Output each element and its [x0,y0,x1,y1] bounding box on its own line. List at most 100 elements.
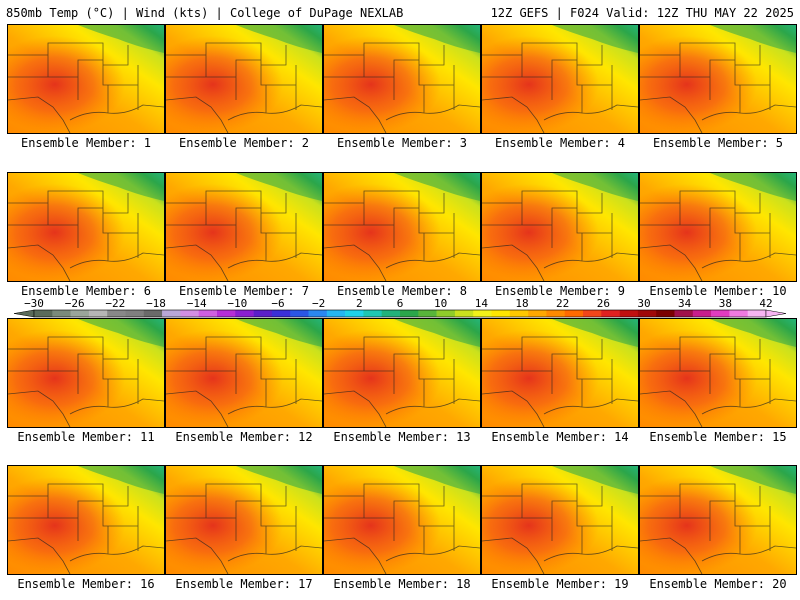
ensemble-member-caption: Ensemble Member: 15 [649,430,787,444]
ensemble-member-caption: Ensemble Member: 11 [17,430,155,444]
colorbar-tick-label: −10 [227,297,247,310]
colorbar-swatch [290,310,309,317]
colorbar-swatch [491,310,511,317]
colorbar-tick-label: −30 [24,297,44,310]
colorbar-swatch [637,310,657,317]
colorbar-swatch [583,310,602,317]
colorbar-swatch [326,310,346,317]
colorbar-swatch [546,310,565,317]
ensemble-member-caption: Ensemble Member: 12 [175,430,313,444]
temperature-colorbar: −30 −26 −22 −18 −14 −10 −6 −2 2 6 10 14 18 22 26 30 34 38… [13,297,787,318]
ensemble-member-caption: Ensemble Member: 14 [491,430,629,444]
ensemble-member-caption: Ensemble Member: 4 [494,136,626,150]
ensemble-member-caption: Ensemble Member: 13 [333,430,471,444]
ensemble-member-caption: Ensemble Member: 1 [20,136,152,150]
colorbar-swatch [143,310,163,317]
ensemble-member-map [323,24,481,134]
colorbar-tick-label: 30 [637,297,650,310]
ensemble-member-caption: Ensemble Member: 8 [336,284,468,298]
colorbar-swatch [711,310,730,317]
colorbar-tick-label: 34 [678,297,692,310]
colorbar-swatch [52,310,71,317]
ensemble-member-caption: Ensemble Member: 7 [178,284,310,298]
colorbar-swatch [235,310,254,317]
colorbar-tick-label: −26 [65,297,85,310]
colorbar-swatch [88,310,108,317]
ensemble-member-caption: Ensemble Member: 20 [649,577,787,591]
colorbar-swatch [418,310,437,317]
ensemble-member-caption: Ensemble Member: 10 [649,284,787,298]
ensemble-member-map [639,172,797,282]
ensemble-member-caption: Ensemble Member: 9 [494,284,626,298]
colorbar-swatch [747,310,767,317]
colorbar-tick-label: 2 [356,297,363,310]
colorbar-tick-label: −6 [271,297,284,310]
colorbar-tick-label: −18 [146,297,166,310]
colorbar-swatch [308,310,328,317]
ensemble-member-map [165,172,323,282]
colorbar-swatch [363,310,382,317]
colorbar-swatch [692,310,712,317]
colorbar-swatch [125,310,145,317]
ensemble-member-caption: Ensemble Member: 19 [491,577,629,591]
header-left-text: 850mb Temp (°C) | Wind (kts) | College o… [6,6,404,20]
colorbar-tick-label: −22 [105,297,125,310]
ensemble-member-map [481,172,639,282]
colorbar-swatch [564,310,584,317]
ensemble-member-map [323,172,481,282]
ensemble-member-map [165,318,323,428]
colorbar-tick-label: 6 [397,297,404,310]
colorbar-swatch [271,310,291,317]
ensemble-member-caption: Ensemble Member: 5 [652,136,784,150]
colorbar-tick-label: 18 [515,297,528,310]
ensemble-member-caption: Ensemble Member: 6 [20,284,152,298]
ensemble-member-map [639,318,797,428]
ensemble-member-caption: Ensemble Member: 16 [17,577,155,591]
colorbar-swatch [345,310,364,317]
colorbar-max-arrow [765,309,787,318]
ensemble-member-map [639,24,797,134]
colorbar-swatch [34,310,53,317]
figure-header: 850mb Temp (°C) | Wind (kts) | College o… [6,6,794,20]
colorbar-swatch [253,310,273,317]
colorbar-min-arrow [13,309,35,318]
colorbar-swatch [656,310,675,317]
ensemble-member-map [7,24,165,134]
colorbar-tick-label: −2 [312,297,325,310]
colorbar-swatch [674,310,694,317]
ensemble-member-map [7,172,165,282]
header-right-text: 12Z GEFS | F024 Valid: 12Z THU MAY 22 20… [490,6,794,20]
ensemble-member-map [7,318,165,428]
colorbar-swatch [107,310,126,317]
ensemble-member-map [7,465,165,575]
ensemble-member-map [481,465,639,575]
colorbar-swatch [381,310,401,317]
ensemble-member-caption: Ensemble Member: 18 [333,577,471,591]
colorbar-swatch [454,310,474,317]
colorbar-swatch [509,310,529,317]
colorbar-swatch [400,310,419,317]
colorbar-swatch [70,310,90,317]
colorbar-tick-label: 22 [556,297,569,310]
ensemble-member-map [165,465,323,575]
ensemble-member-map [323,318,481,428]
colorbar-tick-label: 14 [475,297,489,310]
ensemble-member-map [481,318,639,428]
ensemble-member-caption: Ensemble Member: 3 [336,136,468,150]
colorbar-swatch [436,310,456,317]
colorbar-swatch [729,310,748,317]
colorbar-tick-label: 10 [434,297,447,310]
colorbar-swatch [180,310,199,317]
colorbar-tick-label: 38 [719,297,732,310]
colorbar-tick-label: −14 [187,297,207,310]
colorbar-tick-label: 26 [597,297,610,310]
ensemble-member-caption: Ensemble Member: 2 [178,136,310,150]
ensemble-member-map [481,24,639,134]
ensemble-member-map [639,465,797,575]
colorbar-swatch [619,310,639,317]
ensemble-member-caption: Ensemble Member: 17 [175,577,313,591]
colorbar-swatch [528,310,547,317]
colorbar-tick-label: 42 [759,297,772,310]
ensemble-member-map [165,24,323,134]
colorbar-swatch [601,310,620,317]
